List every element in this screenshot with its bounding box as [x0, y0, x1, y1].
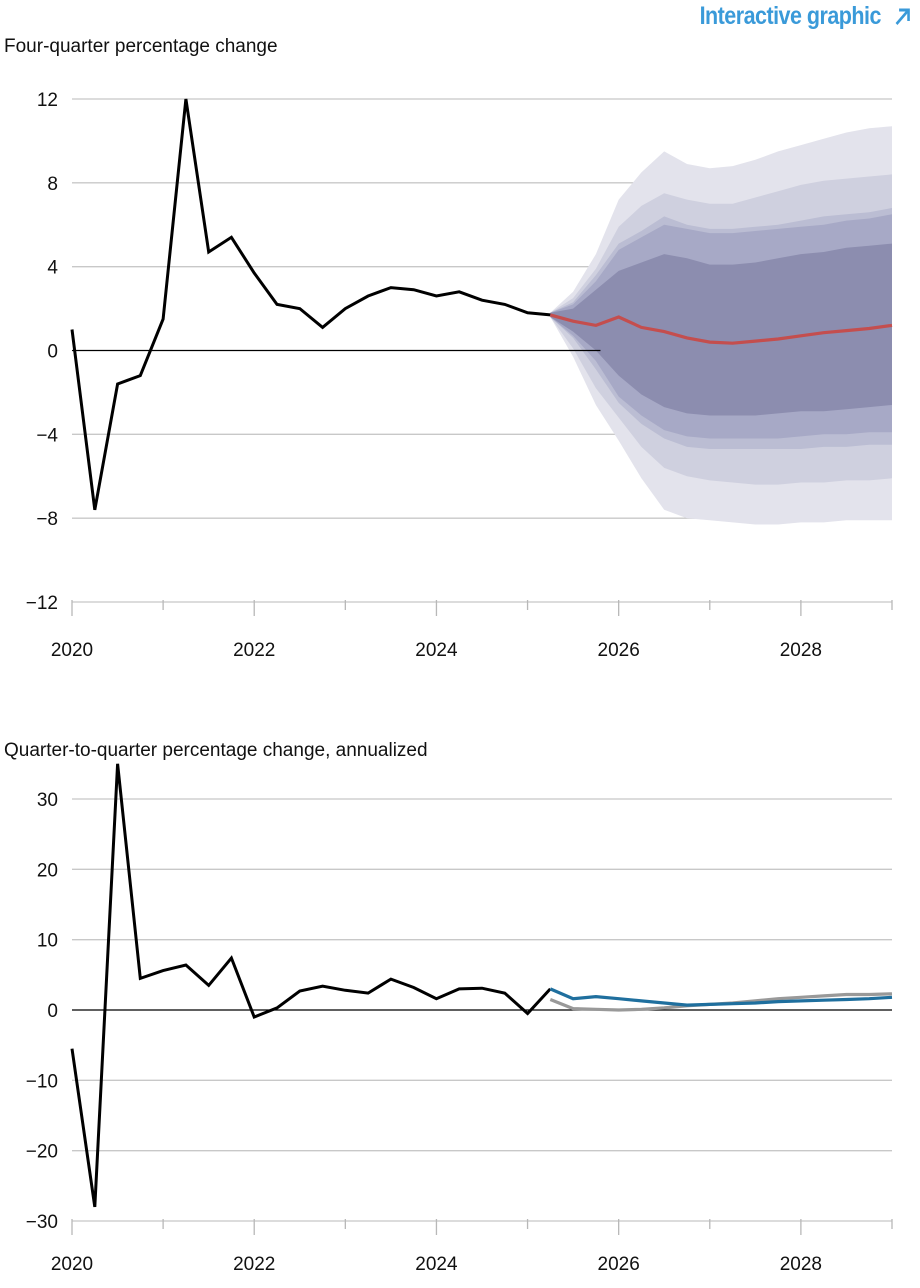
x-tick-label: 2028: [780, 1254, 822, 1275]
y-tick-label: −12: [26, 593, 58, 614]
chart-1: Four-quarter percentage change 12 8 4 0 −4 −8 −…: [4, 36, 893, 661]
y-tick-label: 10: [37, 931, 58, 952]
x-tick-label: 2022: [233, 1254, 275, 1275]
series-line-forecast: [549, 313, 893, 345]
x-tick-label: 2020: [51, 1254, 93, 1275]
x-tick-label: 2024: [415, 1254, 458, 1275]
interactive-graphic-label: Interactive graphic: [699, 2, 882, 30]
series-line-history: [70, 98, 551, 511]
series-line-forecast: [549, 987, 893, 1007]
series-line-history: [70, 763, 552, 1208]
y-tick-label: −10: [26, 1071, 58, 1092]
arrow-up-right-icon: [893, 6, 912, 28]
fan-band-5: [550, 243, 892, 416]
x-tick-label: 2028: [780, 640, 822, 661]
x-tick-label: 2024: [415, 640, 458, 661]
y-tick-label: 8: [47, 174, 58, 195]
y-axis-title: Four-quarter percentage change: [4, 36, 278, 57]
y-tick-label: −20: [26, 1142, 58, 1163]
x-tick-label: 2020: [51, 640, 93, 661]
y-tick-label: 30: [37, 790, 58, 811]
interactive-graphic-link[interactable]: Interactive graphic: [700, 2, 912, 31]
y-tick-label: 4: [47, 258, 58, 279]
x-tick-label: 2022: [233, 640, 275, 661]
y-tick-label: −30: [26, 1212, 58, 1233]
y-tick-label: 0: [47, 342, 58, 363]
x-tick-label: 2026: [598, 1254, 640, 1275]
y-tick-label: 0: [47, 1001, 58, 1022]
chart-2: Quarter-to-quarter percentage change, an…: [4, 740, 893, 1275]
y-tick-label: −4: [36, 425, 58, 446]
y-tick-label: 20: [37, 860, 58, 881]
y-tick-label: −8: [36, 509, 58, 530]
y-tick-label: 12: [37, 90, 58, 111]
y-axis-title: Quarter-to-quarter percentage change, an…: [4, 740, 428, 761]
x-tick-label: 2026: [598, 640, 640, 661]
